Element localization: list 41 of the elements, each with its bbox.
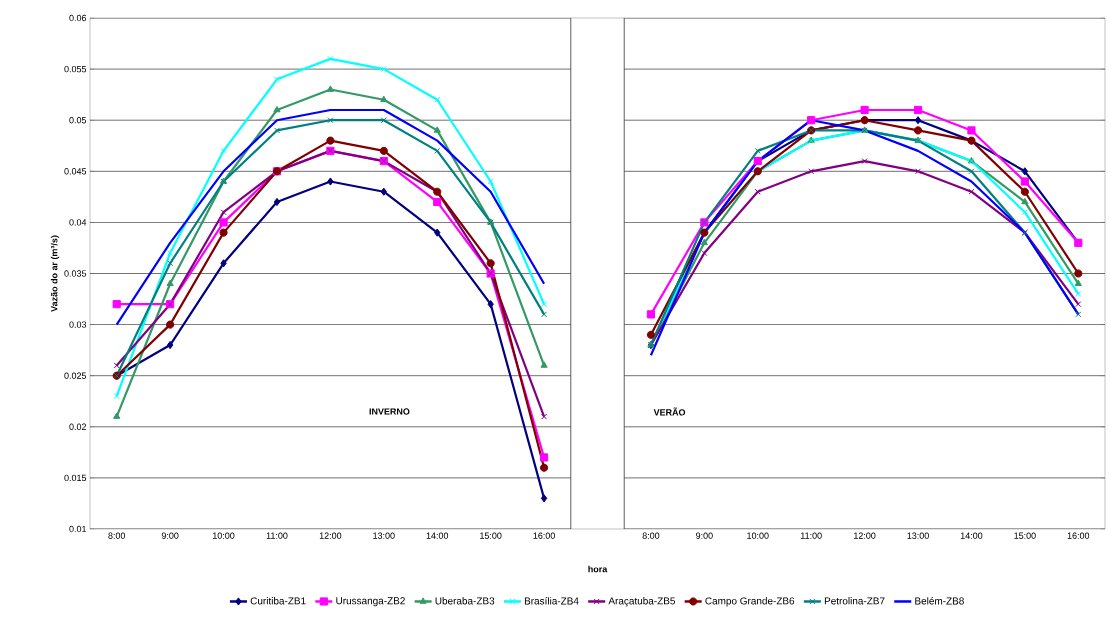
annotation: INVERNO [369, 408, 410, 415]
x-tick-label: 13:00 [373, 532, 395, 539]
x-tick-label: 13:00 [907, 532, 929, 539]
y-tick-label: 0.02 [69, 423, 87, 430]
legend-label: Belém-ZB8 [915, 597, 964, 605]
legend-label: Urussanga-ZB2 [336, 597, 405, 607]
legend-label: Uberaba-ZB3 [435, 597, 495, 605]
y-tick-label: 0.01 [69, 525, 87, 533]
x-tick-label: 14:00 [960, 532, 983, 539]
y-axis-title: Vazão do ar (m³/s) [50, 235, 60, 312]
legend-label: Araçatuba-ZB5 [608, 597, 675, 607]
x-tick-label: 14:00 [426, 532, 449, 539]
x-tick-label: 8:00 [108, 532, 126, 539]
x-tick-label: 16:00 [533, 532, 555, 539]
legend-label: Campo Grande-ZB6 [705, 597, 795, 607]
y-tick-label: 0.05 [69, 117, 87, 124]
y-tick-label: 0.025 [64, 372, 87, 379]
y-tick-label: 0.04 [69, 219, 87, 226]
y-tick-label: 0.015 [64, 474, 87, 482]
legend-label: Curitiba-ZB1 [250, 597, 306, 605]
x-tick-label: 11:00 [266, 532, 288, 539]
x-tick-label: 9:00 [161, 532, 179, 539]
y-tick-label: 0.035 [64, 270, 87, 277]
x-tick-label: 8:00 [642, 532, 660, 539]
legend-label: Petrolina-ZB7 [824, 597, 885, 605]
x-tick-label: 11:00 [800, 532, 822, 539]
x-tick-label: 10:00 [747, 532, 769, 539]
x-tick-label: 10:00 [213, 532, 235, 539]
x-axis-title: hora [588, 565, 608, 573]
x-tick-label: 12:00 [854, 532, 876, 539]
x-tick-label: 16:00 [1067, 532, 1090, 539]
x-tick-label: 15:00 [1014, 532, 1036, 539]
legend-label: Brasília-ZB4 [524, 597, 579, 605]
x-tick-label: 9:00 [696, 532, 713, 539]
x-tick-label: 15:00 [480, 532, 502, 539]
x-tick-label: 12:00 [319, 532, 342, 539]
annotation: VERÃO [653, 407, 686, 416]
y-tick-label: 0.06 [69, 14, 87, 22]
y-tick-label: 0.045 [64, 168, 87, 175]
y-tick-label: 0.055 [64, 65, 87, 73]
y-tick-label: 0.03 [69, 321, 87, 328]
